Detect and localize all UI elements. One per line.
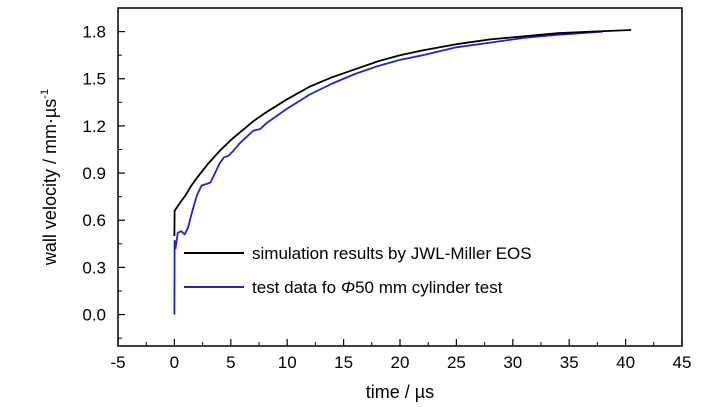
x-axis-title: time / µs [366,382,434,402]
legend: simulation results by JWL-Miller EOS tes… [184,244,532,297]
legend-label-simulation: simulation results by JWL-Miller EOS [252,244,532,263]
series-line-test [173,30,604,315]
y-tick-label: 0.0 [82,306,106,325]
legend-label-test: test data fo Φ50 mm cylinder test [252,278,503,297]
y-axis-title-main: wall velocity / mm·µs [40,99,60,266]
legend-label-test-suffix: 50 mm cylinder test [355,278,503,297]
legend-label-test-prefix: test data fo [252,278,341,297]
x-tick-label: 35 [560,353,579,372]
legend-label-test-symbol: Φ [341,278,355,297]
y-tick-label: 0.6 [82,211,106,230]
x-tick-label: 25 [447,353,466,372]
y-axis-title-superscript: -1 [39,89,51,99]
y-tick-label: 1.2 [82,117,106,136]
y-tick-label: 0.3 [82,258,106,277]
series-line-simulation [173,29,632,237]
series-lines [173,29,632,315]
y-tick-label: 1.8 [82,23,106,42]
axis-ticks [117,30,683,346]
x-tick-label: -5 [110,353,125,372]
x-tick-label: 5 [226,353,235,372]
x-tick-label: 45 [673,353,692,372]
x-tick-label: 40 [616,353,635,372]
x-tick-label: 15 [334,353,353,372]
x-tick-label: 0 [170,353,179,372]
x-tick-label: 10 [278,353,297,372]
x-tick-label: 30 [503,353,522,372]
y-tick-label: 0.9 [82,164,106,183]
x-tick-label: 20 [391,353,410,372]
tick-labels: -5 0 5 10 15 20 25 30 35 40 45 0.0 0.3 0.6 0.9 1.2 1.5 1.… [82,23,691,372]
y-tick-label: 1.5 [82,70,106,89]
y-axis-title: wall velocity / mm·µs-1 [39,89,60,266]
